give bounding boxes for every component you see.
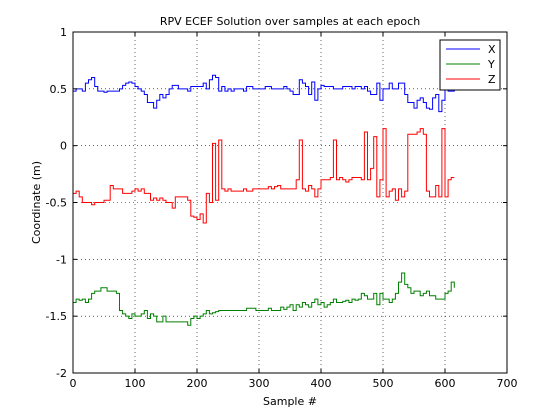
x-tick-label: 200 bbox=[187, 377, 208, 390]
x-tick-label: 300 bbox=[249, 377, 270, 390]
x-tick-label: 0 bbox=[70, 377, 77, 390]
x-tick-label: 400 bbox=[311, 377, 332, 390]
y-tick-label: 0 bbox=[60, 140, 67, 153]
y-tick-label: -0.5 bbox=[46, 197, 67, 210]
y-tick-label: 0.5 bbox=[50, 83, 68, 96]
x-axis-label: Sample # bbox=[263, 395, 317, 408]
series-y-line bbox=[73, 272, 455, 326]
y-tick-label: -1 bbox=[56, 253, 67, 266]
x-tick-label: 500 bbox=[373, 377, 394, 390]
axis-ticks: 0 100 200 300 400 500 600 700 -2 -1.5 -1 -0.5 0 0.5 1 bbox=[46, 26, 518, 390]
y-tick-label: -2 bbox=[56, 367, 67, 380]
y-axis-label: Coordinate (m) bbox=[30, 161, 43, 244]
series-lines bbox=[73, 74, 455, 326]
x-tick-label: 100 bbox=[125, 377, 146, 390]
y-tick-label: 1 bbox=[60, 26, 67, 39]
series-x-line bbox=[73, 74, 455, 113]
series-z-line bbox=[73, 128, 455, 224]
x-tick-label: 600 bbox=[435, 377, 456, 390]
legend: XYZ bbox=[439, 39, 501, 91]
chart-title: RPV ECEF Solution over samples at each e… bbox=[160, 15, 420, 28]
x-tick-label: 700 bbox=[497, 377, 518, 390]
legend-label-z: Z bbox=[488, 73, 496, 86]
legend-label-y: Y bbox=[487, 58, 495, 71]
legend-box bbox=[439, 39, 501, 91]
y-tick-label: -1.5 bbox=[46, 310, 67, 323]
legend-label-x: X bbox=[488, 43, 496, 56]
